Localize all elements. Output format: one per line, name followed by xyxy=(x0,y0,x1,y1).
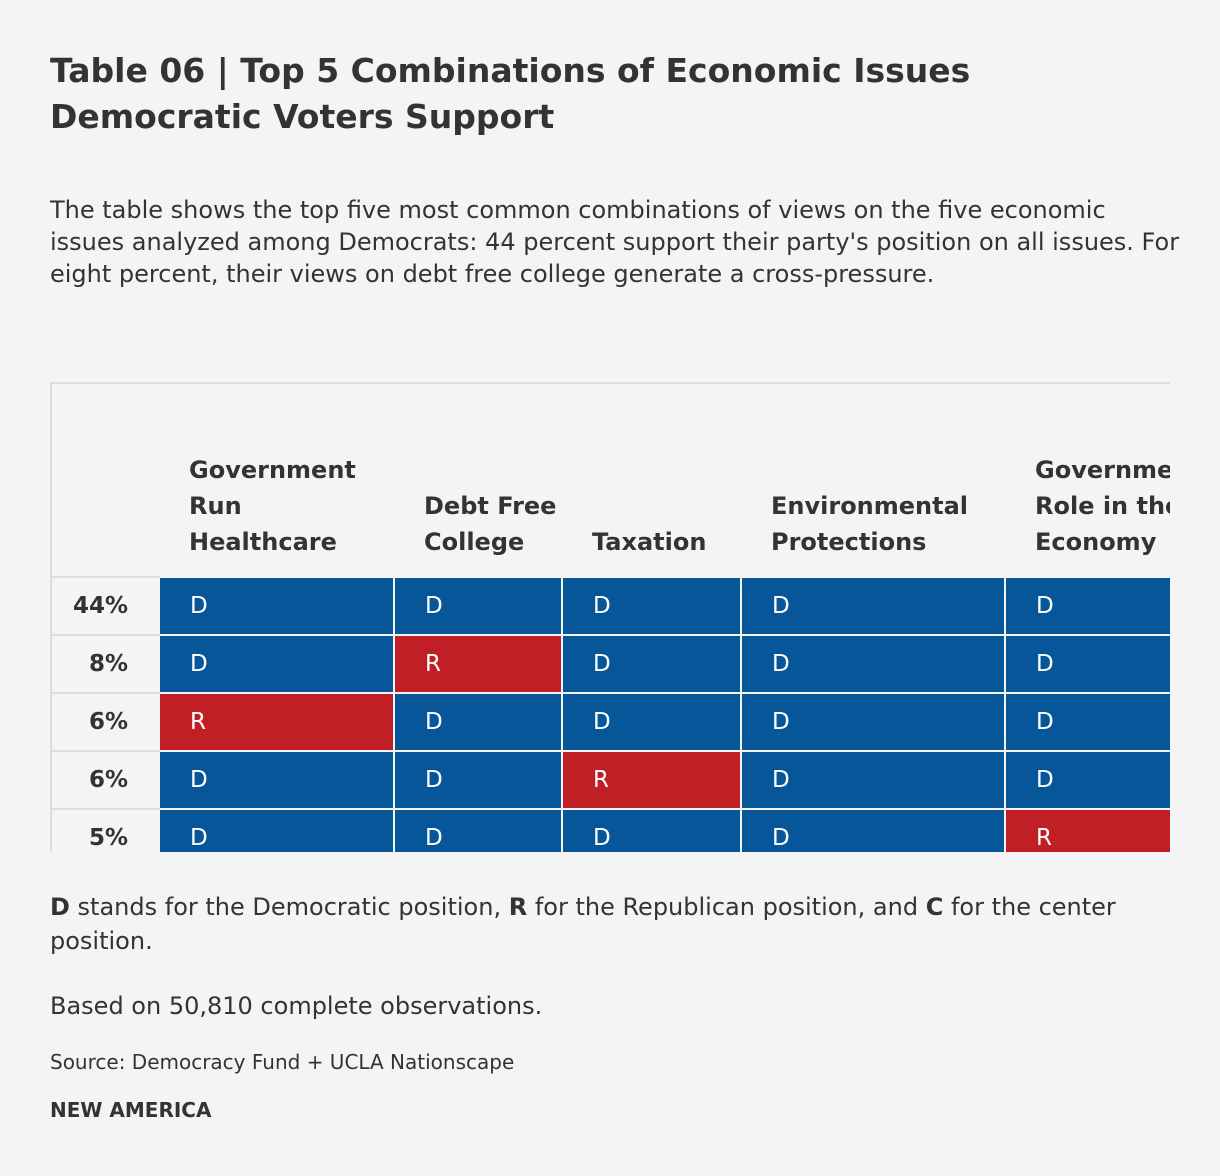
position-cell: D xyxy=(393,692,563,752)
position-cell: D xyxy=(393,808,563,852)
header-row: Government Run Healthcare Debt Free Colle… xyxy=(50,382,1170,578)
position-cell: D xyxy=(393,750,563,810)
position-cell: D xyxy=(158,750,395,810)
table-body: 44% D D D D D 8% D R D D D 6% R D D D D 6% D D R D D 5% D D D D R xyxy=(50,576,1170,852)
column-header-text: Government Role in the Economy xyxy=(1035,456,1170,556)
table: Government Run Healthcare Debt Free Colle… xyxy=(50,382,1170,852)
note-segment: D xyxy=(50,893,70,921)
column-header: Government Role in the Economy xyxy=(1005,382,1170,577)
observations: Based on 50,810 complete observations. xyxy=(50,992,543,1020)
source: Source: Democracy Fund + UCLA Nationscap… xyxy=(50,1050,515,1074)
note-segment: for the Republican position, and xyxy=(527,893,926,921)
brand: NEW AMERICA xyxy=(50,1098,212,1122)
column-header-text: Taxation xyxy=(592,528,707,556)
table-row: 8% D R D D D xyxy=(50,634,1170,694)
column-header: Debt Free College xyxy=(394,382,562,577)
position-cell: R xyxy=(393,634,563,694)
table-row: 5% D D D D R xyxy=(50,808,1170,852)
column-header: Taxation xyxy=(562,382,741,577)
note-segment: C xyxy=(925,893,944,921)
position-cell: D xyxy=(561,576,742,636)
row-share: 5% xyxy=(50,808,160,852)
position-cell: D xyxy=(1004,750,1170,810)
position-cell: D xyxy=(740,750,1006,810)
position-cell: D xyxy=(740,634,1006,694)
corner xyxy=(50,382,159,578)
column-header-text: Environmental Protections xyxy=(771,492,969,556)
column-header: Government Run Healthcare xyxy=(159,382,394,577)
position-cell: D xyxy=(561,692,742,752)
column-header-text: Government Run Healthcare xyxy=(189,456,356,556)
column-header-text: Debt Free College xyxy=(424,492,557,556)
table-row: 6% R D D D D xyxy=(50,692,1170,752)
row-share: 6% xyxy=(50,750,160,810)
row-share: 6% xyxy=(50,692,160,752)
row-share: 8% xyxy=(50,634,160,694)
column-header: Environmental Protections xyxy=(741,382,1005,577)
note-segment: stands for the Democratic position, xyxy=(69,893,509,921)
position-cell: D xyxy=(740,692,1006,752)
position-cell: D xyxy=(740,808,1006,852)
position-cell: D xyxy=(393,576,563,636)
position-cell: D xyxy=(158,808,395,852)
title: Table 06 | Top 5 Combinations of Economi… xyxy=(50,51,971,136)
position-cell: D xyxy=(740,576,1006,636)
table-row: 6% D D R D D xyxy=(50,750,1170,810)
note-segment: R xyxy=(508,893,528,921)
position-cell: R xyxy=(158,692,395,752)
row-share: 44% xyxy=(50,576,160,636)
table-row: 44% D D D D D xyxy=(50,576,1170,636)
table-container: Government Run Healthcare Debt Free Colle… xyxy=(50,382,1170,852)
description: The table shows the top five most common… xyxy=(50,196,1180,288)
position-cell: D xyxy=(561,634,742,694)
position-cell: D xyxy=(158,576,395,636)
position-cell: D xyxy=(158,634,395,694)
note-segment: for the center position. xyxy=(50,893,1116,955)
legend-note: D stands for the Democratic position, R … xyxy=(50,890,1180,958)
position-cell: R xyxy=(1004,808,1170,852)
position-cell: R xyxy=(561,750,742,810)
position-cell: D xyxy=(561,808,742,852)
position-cell: D xyxy=(1004,692,1170,752)
position-cell: D xyxy=(1004,634,1170,694)
position-cell: D xyxy=(1004,576,1170,636)
